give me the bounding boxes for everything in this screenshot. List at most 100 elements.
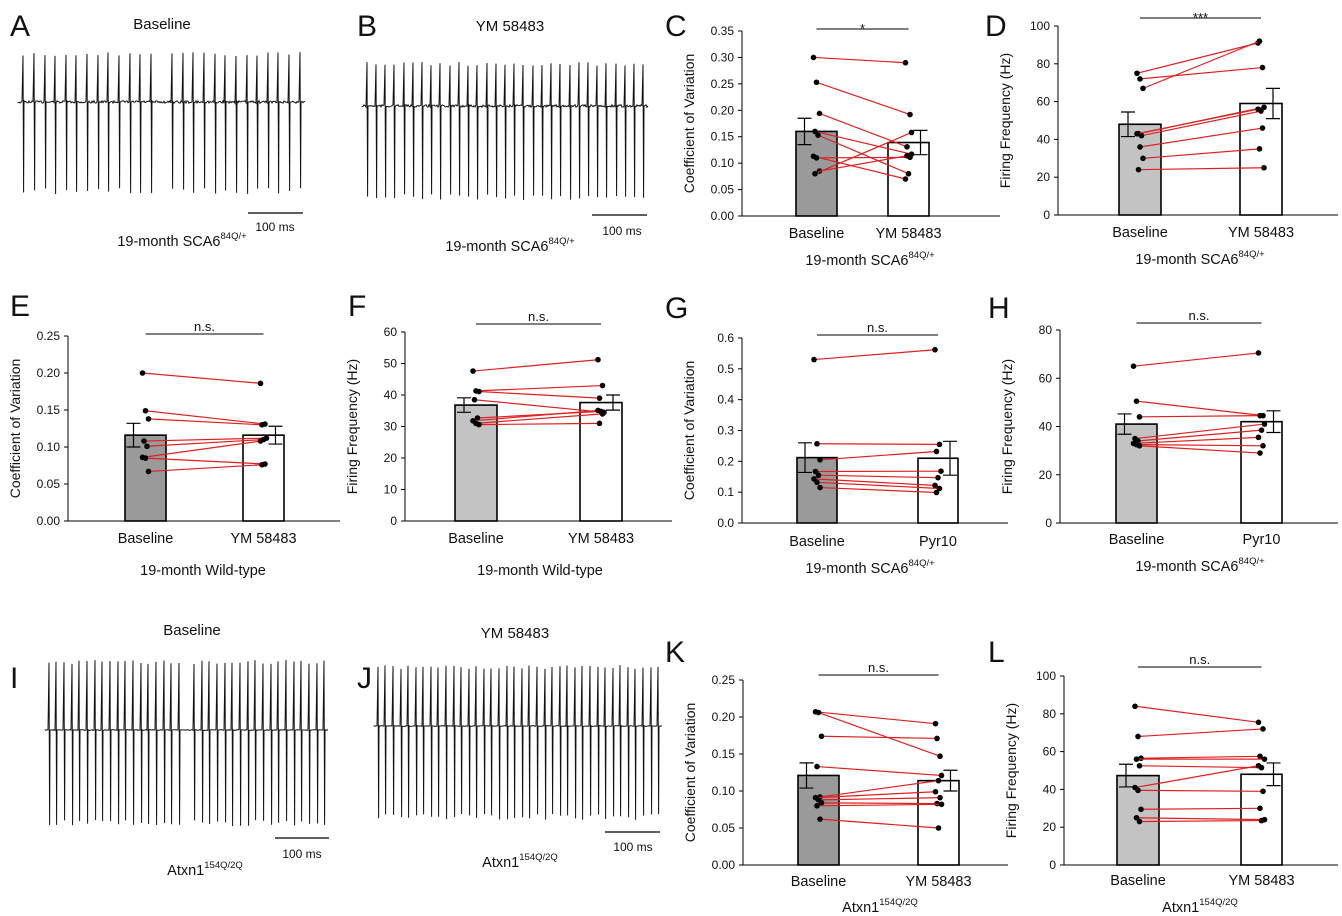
paired-line xyxy=(148,464,263,473)
caption-text: 19-month SCA6 xyxy=(805,561,908,577)
x-category-label: Baseline xyxy=(1110,873,1166,889)
y-tick-label: 100 xyxy=(1030,19,1050,33)
y-tick-label: 0 xyxy=(1045,516,1052,530)
data-point-treated xyxy=(595,356,601,363)
trace-title: Baseline xyxy=(133,16,191,33)
paired-line xyxy=(145,410,266,425)
y-tick-label: 40 xyxy=(1037,132,1051,146)
panel-caption: 19-month SCA684Q/+ xyxy=(117,231,247,250)
y-tick-label: 0.00 xyxy=(712,858,736,872)
y-tick-label: 20 xyxy=(1039,468,1053,482)
data-point-treated xyxy=(1256,146,1263,152)
paired-line xyxy=(1139,445,1261,454)
data-point-treated xyxy=(1255,350,1262,356)
data-point-treated xyxy=(1261,421,1268,427)
bar-treated xyxy=(1240,420,1283,524)
voltage-trace xyxy=(17,52,306,194)
paired-line xyxy=(818,711,941,757)
y-tick-label: 0.15 xyxy=(37,403,61,417)
paired-line xyxy=(819,450,937,461)
y-tick-label: 0.00 xyxy=(37,514,61,528)
paired-line xyxy=(148,418,263,426)
x-category-label: YM 58483 xyxy=(1228,225,1294,241)
bar-baseline xyxy=(1115,423,1158,524)
y-tick-label: 20 xyxy=(1037,170,1051,184)
y-tick-label: 40 xyxy=(1043,782,1057,796)
data-point-treated xyxy=(932,720,939,727)
paired-line xyxy=(145,457,266,465)
paired-line xyxy=(1134,423,1265,440)
data-point-treated xyxy=(935,825,942,831)
paired-line xyxy=(1142,40,1260,89)
data-point-baseline xyxy=(139,370,146,376)
data-point-treated xyxy=(1259,64,1266,71)
paired-line xyxy=(1136,108,1259,135)
significance-label: n.s. xyxy=(194,319,215,334)
data-point-baseline xyxy=(1140,85,1146,92)
data-point-baseline xyxy=(1133,814,1140,821)
y-tick-label: 0.15 xyxy=(711,130,735,144)
data-point-baseline xyxy=(812,128,818,135)
caption-text: 19-month SCA6 xyxy=(1135,252,1238,268)
data-point-treated xyxy=(599,411,606,417)
y-axis-label: Firing Frequency (Hz) xyxy=(999,359,1015,494)
data-point-treated xyxy=(932,788,939,795)
y-tick-label: 0.25 xyxy=(37,329,61,343)
y-tick-label: 0.6 xyxy=(717,331,734,345)
error-bar xyxy=(1117,413,1132,435)
y-tick-label: 60 xyxy=(384,325,398,339)
y-tick-label: 20 xyxy=(384,451,398,465)
y-tick-label: 0.30 xyxy=(711,50,735,64)
data-point-treated xyxy=(935,474,941,481)
paired-line xyxy=(474,399,605,413)
data-point-treated xyxy=(933,448,940,455)
paired-line xyxy=(1136,42,1259,74)
y-tick-label: 0.20 xyxy=(37,366,61,380)
y-tick-label: 0.10 xyxy=(37,440,61,454)
paired-line xyxy=(821,802,938,805)
panel-letter: K xyxy=(665,636,685,669)
paired-line xyxy=(1136,817,1265,821)
x-category-label: YM 58483 xyxy=(568,531,634,547)
data-point-treated xyxy=(259,461,265,468)
paired-line xyxy=(815,791,936,799)
paired-line xyxy=(816,81,911,116)
y-tick-label: 0.25 xyxy=(711,77,735,91)
significance-label: n.s. xyxy=(867,320,888,335)
panel-caption: 19-month SCA684Q/+ xyxy=(1135,249,1265,268)
paired-line xyxy=(1140,755,1261,759)
data-point-treated xyxy=(937,753,943,760)
paired-line xyxy=(1133,436,1259,444)
caption-superscript: 154Q/2Q xyxy=(879,897,918,908)
scale-bar-label: 100 ms xyxy=(602,224,641,238)
y-axis-label: Coefficient of Variation xyxy=(681,361,697,501)
paired-line xyxy=(1137,429,1262,442)
significance-label: n.s. xyxy=(1189,308,1210,323)
caption-text: Atxn1 xyxy=(167,863,204,879)
panel-caption: Atxn1154Q/2Q xyxy=(1162,897,1238,916)
data-point-treated xyxy=(1255,719,1262,726)
data-point-baseline xyxy=(816,110,823,117)
paired-line xyxy=(1134,765,1259,789)
data-point-treated xyxy=(257,438,264,444)
data-point-baseline xyxy=(144,443,150,450)
data-point-treated xyxy=(1255,434,1262,441)
y-tick-label: 60 xyxy=(1037,95,1051,109)
panel-caption: 19-month Wild-type xyxy=(477,563,603,579)
data-point-treated xyxy=(596,395,603,401)
paired-line xyxy=(814,131,912,175)
data-point-treated xyxy=(1260,443,1266,449)
data-point-treated xyxy=(1257,450,1263,456)
data-point-baseline xyxy=(812,468,819,475)
data-point-treated xyxy=(1257,412,1263,419)
paired-line xyxy=(813,349,936,361)
panel-caption: 19-month SCA684Q/+ xyxy=(445,236,575,255)
significance-label: *** xyxy=(1193,10,1208,25)
error-bar xyxy=(1119,763,1133,788)
paired-line xyxy=(813,155,906,180)
significance-label: * xyxy=(860,21,865,36)
paired-line xyxy=(478,390,600,399)
data-point-baseline xyxy=(813,155,820,161)
error-bar xyxy=(457,397,471,413)
data-point-treated xyxy=(259,422,265,428)
